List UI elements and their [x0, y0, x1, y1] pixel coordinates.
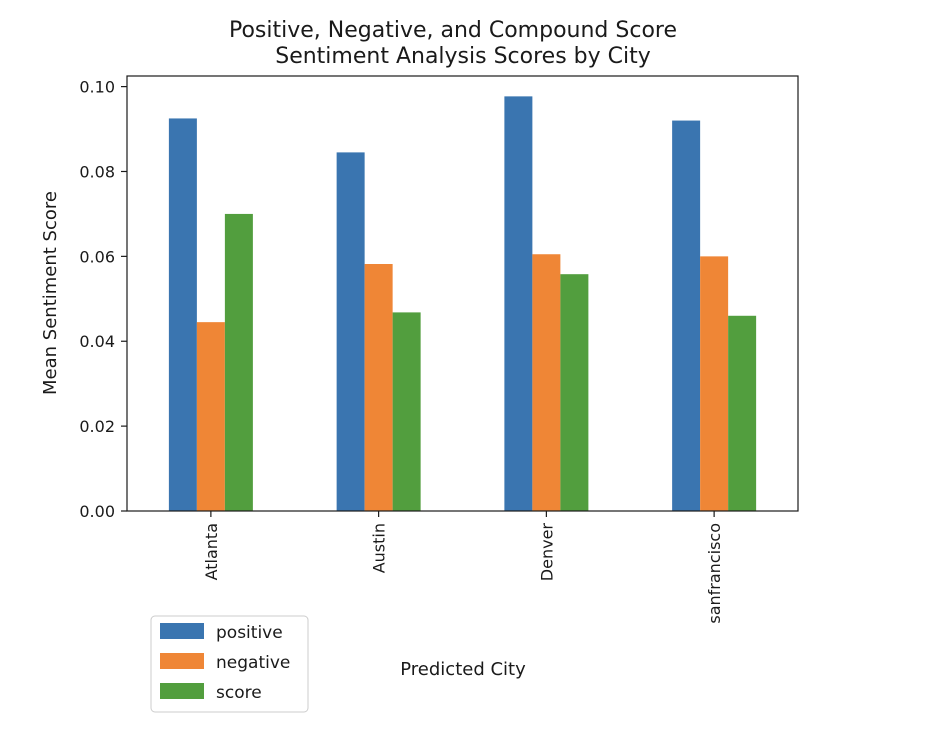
- plot-area-frame: [126, 75, 799, 512]
- x-tick-label: sanfrancisco: [705, 523, 724, 624]
- bar-group: [168, 96, 757, 512]
- bar-positive-Austin: [336, 152, 365, 511]
- legend-swatch-negative: [160, 653, 204, 669]
- bar-score-Denver: [560, 274, 589, 511]
- x-axis-ticks: Atlanta Austin Denver sanfrancisco: [202, 511, 724, 624]
- legend-label-positive: positive: [216, 623, 283, 643]
- legend-swatch-positive: [160, 623, 204, 639]
- y-tick-label: 0.10: [79, 78, 115, 97]
- y-tick-label: 0.02: [79, 417, 115, 436]
- bar-score-Austin: [392, 312, 421, 511]
- legend-swatch-score: [160, 683, 204, 699]
- chart-title-line-1: Positive, Negative, and Compound Score: [229, 18, 677, 43]
- bar-negative-Atlanta: [196, 322, 225, 511]
- x-tick-label: Austin: [370, 523, 389, 573]
- bar-negative-Austin: [364, 264, 393, 511]
- chart-title-line-2: Sentiment Analysis Scores by City: [275, 44, 651, 69]
- y-axis-ticks: 0.00 0.02 0.04 0.06 0.08 0.10: [79, 78, 127, 521]
- y-axis-label: Mean Sentiment Score: [40, 191, 61, 395]
- y-tick-label: 0.08: [79, 162, 115, 181]
- bar-positive-sanfrancisco: [672, 120, 701, 511]
- y-tick-label: 0.04: [79, 332, 115, 351]
- y-tick-label: 0.06: [79, 247, 115, 266]
- y-tick-label: 0.00: [79, 502, 115, 521]
- legend-label-negative: negative: [216, 653, 290, 673]
- bar-negative-sanfrancisco: [700, 256, 729, 511]
- bar-positive-Denver: [504, 96, 533, 512]
- legend-label-score: score: [216, 683, 262, 703]
- bar-score-sanfrancisco: [728, 315, 757, 511]
- bar-score-Atlanta: [224, 213, 253, 511]
- x-axis-label: Predicted City: [400, 659, 526, 680]
- x-tick-label: Denver: [537, 523, 556, 582]
- legend: positive negative score: [150, 615, 309, 713]
- bar-negative-Denver: [532, 254, 561, 512]
- bar-positive-Atlanta: [168, 118, 197, 511]
- x-tick-label: Atlanta: [202, 523, 221, 580]
